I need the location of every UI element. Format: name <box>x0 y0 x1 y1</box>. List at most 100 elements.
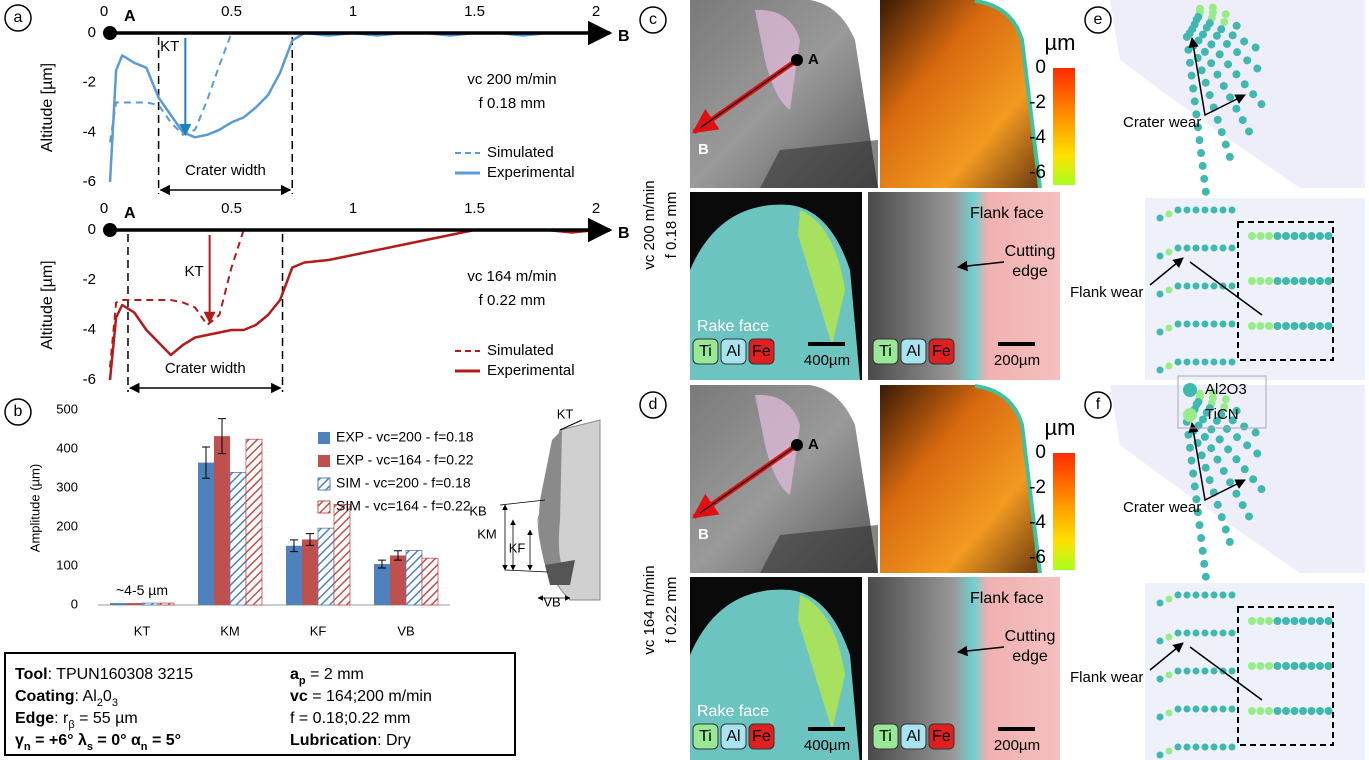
x-tick-label: 0.5 <box>221 3 242 20</box>
sim-dot <box>1299 662 1307 670</box>
crater-width-label: Crater width <box>185 162 266 179</box>
sim-dot <box>1211 245 1218 252</box>
sim-dot <box>1202 592 1209 599</box>
sim-dot <box>1308 232 1316 240</box>
crater-wear-label: Crater wear <box>1123 499 1201 516</box>
sim-dot <box>1232 490 1240 498</box>
sim-dot <box>1308 617 1316 625</box>
tool-box-text: : TPUN160308 3215 <box>48 666 194 683</box>
point-a: A <box>124 8 136 25</box>
bar <box>302 539 318 605</box>
sim-dot <box>1193 283 1200 290</box>
sim-dot <box>1252 44 1260 52</box>
sim-dot <box>1229 706 1236 713</box>
sim-dot <box>1213 71 1221 79</box>
colorbar-tick-label: -6 <box>1029 162 1046 183</box>
y-axis-label: Altitude [µm] <box>39 63 56 152</box>
sim-dot <box>1166 672 1173 679</box>
bar <box>230 472 246 605</box>
sim-dot <box>1282 322 1290 330</box>
point-b: B <box>618 225 630 242</box>
sim-dot <box>1243 56 1251 64</box>
sim-dot <box>1198 66 1206 74</box>
sim-dot <box>1166 249 1173 256</box>
sim-dot <box>1239 116 1247 124</box>
sim-dot <box>1186 59 1194 67</box>
sim-dot <box>1202 245 1209 252</box>
diagram-label: KB <box>469 503 486 518</box>
y-axis-label: Altitude [µm] <box>39 260 56 349</box>
point-b: B <box>618 28 630 45</box>
sim-dot <box>1166 634 1173 641</box>
scale-bar-label: 200µm <box>994 352 1040 369</box>
sim-dot <box>1207 59 1215 67</box>
sim-dot <box>1220 321 1227 328</box>
x-tick-label: 1.5 <box>464 200 485 217</box>
sim-dot <box>1206 91 1214 99</box>
sim-dot <box>1157 329 1164 336</box>
sim-dot <box>1325 617 1333 625</box>
sim-dot <box>1211 744 1218 751</box>
sim-dot <box>1213 456 1221 464</box>
tool-box-text: f = 0.18;0.22 mm <box>290 710 411 727</box>
sim-dot <box>1184 744 1191 751</box>
sim-dot <box>1222 141 1230 149</box>
sim-dot <box>1202 630 1209 637</box>
sim-dot <box>1265 617 1273 625</box>
axis-origin <box>103 26 117 40</box>
sim-dot <box>1282 232 1290 240</box>
simulation-set: Crater wear Flank wear <box>1070 385 1365 760</box>
condition-label: f 0.18 mm <box>663 192 680 259</box>
sim-dot <box>1299 322 1307 330</box>
sim-dot <box>1316 707 1324 715</box>
panel-label: e <box>1094 11 1103 28</box>
x-tick-label: 0.5 <box>221 200 242 217</box>
flank-wear-label: Flank wear <box>1070 669 1143 686</box>
legend-swatch <box>318 501 330 513</box>
sim-dot <box>1175 321 1182 328</box>
sim-dot <box>1249 475 1257 483</box>
colorbar-tick-label: -2 <box>1029 92 1046 113</box>
point-a: A <box>124 205 136 222</box>
micrograph-set: vc 164 m/minf 0.22 mmABµm0-2-4-6Rake fac… <box>641 385 1076 760</box>
legend-label: EXP - vc=164 - f=0.22 <box>336 452 474 468</box>
element-label: Ti <box>699 343 712 360</box>
diagram-label: KT <box>557 406 574 421</box>
sim-dot <box>1202 207 1209 214</box>
sim-dot <box>1291 232 1299 240</box>
x-tick-label: 2 <box>592 200 600 217</box>
y-tick-label: 200 <box>56 518 78 533</box>
sim-dot <box>1248 707 1256 715</box>
sim-dot <box>1184 630 1191 637</box>
sim-dot <box>1274 322 1282 330</box>
colorbar-tick-label: 0 <box>1035 442 1046 463</box>
legend-label: SIM - vc=164 - f=0.22 <box>336 498 471 514</box>
element-label: Al <box>726 728 740 745</box>
sim-dot <box>1316 232 1324 240</box>
sim-dot <box>1184 207 1191 214</box>
sim-dot <box>1274 232 1282 240</box>
sim-dot <box>1193 630 1200 637</box>
page: {"chart_data":[ {"type":"line","panel":"… <box>0 0 1369 760</box>
sim-dot <box>1216 435 1224 443</box>
tool-box-text: = 2 mm <box>306 666 364 683</box>
sim-dot <box>1223 425 1231 433</box>
sim-dot <box>1325 232 1333 240</box>
sim-dot <box>1299 707 1307 715</box>
y-tick-label: -6 <box>83 371 96 388</box>
tool-box-line: vc = 164;200 m/min <box>290 688 432 705</box>
legend-swatch <box>318 455 330 467</box>
sim-dot <box>1193 706 1200 713</box>
bar <box>374 564 390 605</box>
element-label: Fe <box>932 728 951 745</box>
sim-dot <box>1220 592 1227 599</box>
element-label: Al <box>906 728 920 745</box>
x-tick-label: KT <box>134 623 151 638</box>
condition-label: f 0.22 mm <box>479 292 546 309</box>
sim-dot <box>1265 277 1273 285</box>
tool-box-text: : Dry <box>377 732 411 749</box>
flank-face-label: Flank face <box>970 590 1044 607</box>
sim-dot <box>1229 668 1236 675</box>
sim-dot <box>1240 422 1248 430</box>
